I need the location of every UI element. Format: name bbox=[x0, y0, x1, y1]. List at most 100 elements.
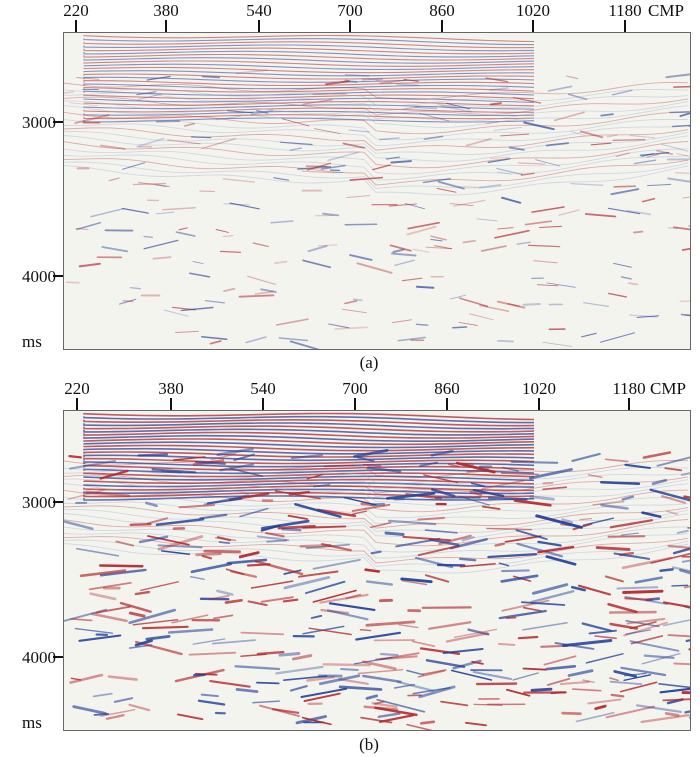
reflection-event bbox=[274, 260, 288, 265]
reflection-event bbox=[558, 209, 580, 216]
reflection-event bbox=[470, 482, 486, 488]
reflection-event bbox=[85, 490, 131, 497]
reflection-event bbox=[517, 635, 539, 640]
reflection-event bbox=[453, 628, 498, 638]
reflection-event bbox=[212, 614, 234, 620]
time-tick-mark bbox=[53, 121, 63, 123]
reflection-event bbox=[341, 308, 367, 314]
reflection-event bbox=[361, 78, 384, 81]
reflection-event bbox=[283, 575, 331, 590]
reflection-event bbox=[522, 667, 547, 671]
reflection-event bbox=[167, 139, 201, 145]
reflection-event bbox=[364, 568, 381, 573]
reflection-event bbox=[680, 313, 690, 317]
reflection-event bbox=[679, 300, 690, 302]
reflector bbox=[83, 457, 535, 465]
reflection-event bbox=[287, 514, 309, 520]
reflection-event bbox=[464, 721, 487, 727]
reflection-event bbox=[136, 137, 165, 148]
reflection-event bbox=[531, 583, 569, 595]
reflector bbox=[83, 428, 535, 436]
reflection-event bbox=[394, 259, 415, 267]
reflection-event bbox=[281, 528, 302, 532]
reflection-event bbox=[476, 218, 498, 222]
reflection-event bbox=[115, 540, 135, 547]
reflection-event bbox=[687, 526, 690, 529]
reflection-event bbox=[522, 303, 541, 306]
reflection-event bbox=[529, 495, 555, 501]
reflection-event bbox=[152, 256, 172, 260]
reflection-event bbox=[281, 118, 310, 127]
reflection-event bbox=[497, 339, 514, 343]
reflection-event bbox=[659, 687, 690, 694]
reflection-event bbox=[250, 109, 274, 116]
reflection-event bbox=[420, 720, 436, 725]
reflection-event bbox=[223, 287, 236, 293]
cmp-tick-mark bbox=[538, 398, 540, 410]
reflection-event bbox=[223, 203, 250, 206]
reflection-event bbox=[101, 246, 128, 253]
reflection-event bbox=[510, 460, 559, 464]
reflection-event bbox=[255, 681, 280, 685]
reflection-event bbox=[412, 248, 430, 253]
reflection-event bbox=[459, 562, 496, 568]
reflection-event bbox=[352, 298, 363, 302]
reflection-event bbox=[370, 550, 382, 555]
reflection-event bbox=[359, 628, 372, 632]
reflector bbox=[83, 50, 535, 58]
reflection-event bbox=[155, 183, 168, 188]
reflection-event bbox=[298, 570, 339, 578]
reflection-event bbox=[351, 510, 368, 515]
reflection-event bbox=[273, 177, 290, 181]
reflection-event bbox=[478, 184, 502, 189]
reflection-event bbox=[424, 529, 458, 534]
reflection-event bbox=[469, 313, 494, 321]
reflection-event bbox=[398, 623, 419, 629]
reflection-event bbox=[625, 620, 660, 628]
reflection-event bbox=[321, 212, 340, 217]
reflection-event bbox=[78, 634, 122, 642]
reflection-event bbox=[69, 102, 98, 107]
reflection-event bbox=[669, 111, 690, 114]
reflection-event bbox=[487, 552, 538, 559]
reflector bbox=[64, 135, 689, 162]
reflector bbox=[83, 60, 535, 67]
reflection-event bbox=[430, 488, 456, 498]
reflection-event bbox=[215, 229, 229, 233]
reflection-event bbox=[252, 242, 269, 248]
time-tick-label: 3000 bbox=[22, 113, 56, 132]
cmp-tick-mark bbox=[354, 398, 356, 410]
reflection-event bbox=[641, 652, 681, 665]
reflection-event bbox=[624, 463, 651, 470]
reflection-event bbox=[675, 172, 690, 175]
reflection-event bbox=[351, 503, 391, 512]
reflection-event bbox=[489, 156, 510, 159]
reflection-event bbox=[481, 505, 501, 510]
reflection-event bbox=[206, 497, 243, 505]
reflection-event bbox=[322, 663, 371, 667]
reflection-event bbox=[469, 490, 483, 497]
reflection-event bbox=[626, 617, 666, 625]
reflection-event bbox=[301, 170, 334, 174]
reflection-event bbox=[584, 213, 617, 218]
reflection-event bbox=[171, 614, 209, 624]
reflection-event bbox=[594, 635, 617, 640]
reflection-event bbox=[385, 492, 436, 500]
reflection-event bbox=[485, 121, 500, 125]
reflection-event bbox=[606, 134, 618, 138]
reflection-event bbox=[486, 527, 532, 531]
seismic-reflection-traces bbox=[64, 34, 690, 349]
reflector bbox=[83, 412, 535, 421]
reflection-event bbox=[517, 162, 546, 165]
reflection-event bbox=[533, 260, 558, 264]
reflection-event bbox=[535, 159, 561, 167]
reflector bbox=[64, 158, 689, 186]
reflection-event bbox=[238, 551, 260, 559]
reflection-event bbox=[656, 456, 690, 467]
cmp-tick-mark bbox=[628, 398, 630, 410]
reflector bbox=[83, 441, 535, 449]
reflection-event bbox=[291, 654, 313, 661]
reflection-event bbox=[616, 586, 659, 590]
reflection-event bbox=[487, 158, 511, 163]
reflection-event bbox=[245, 336, 267, 344]
